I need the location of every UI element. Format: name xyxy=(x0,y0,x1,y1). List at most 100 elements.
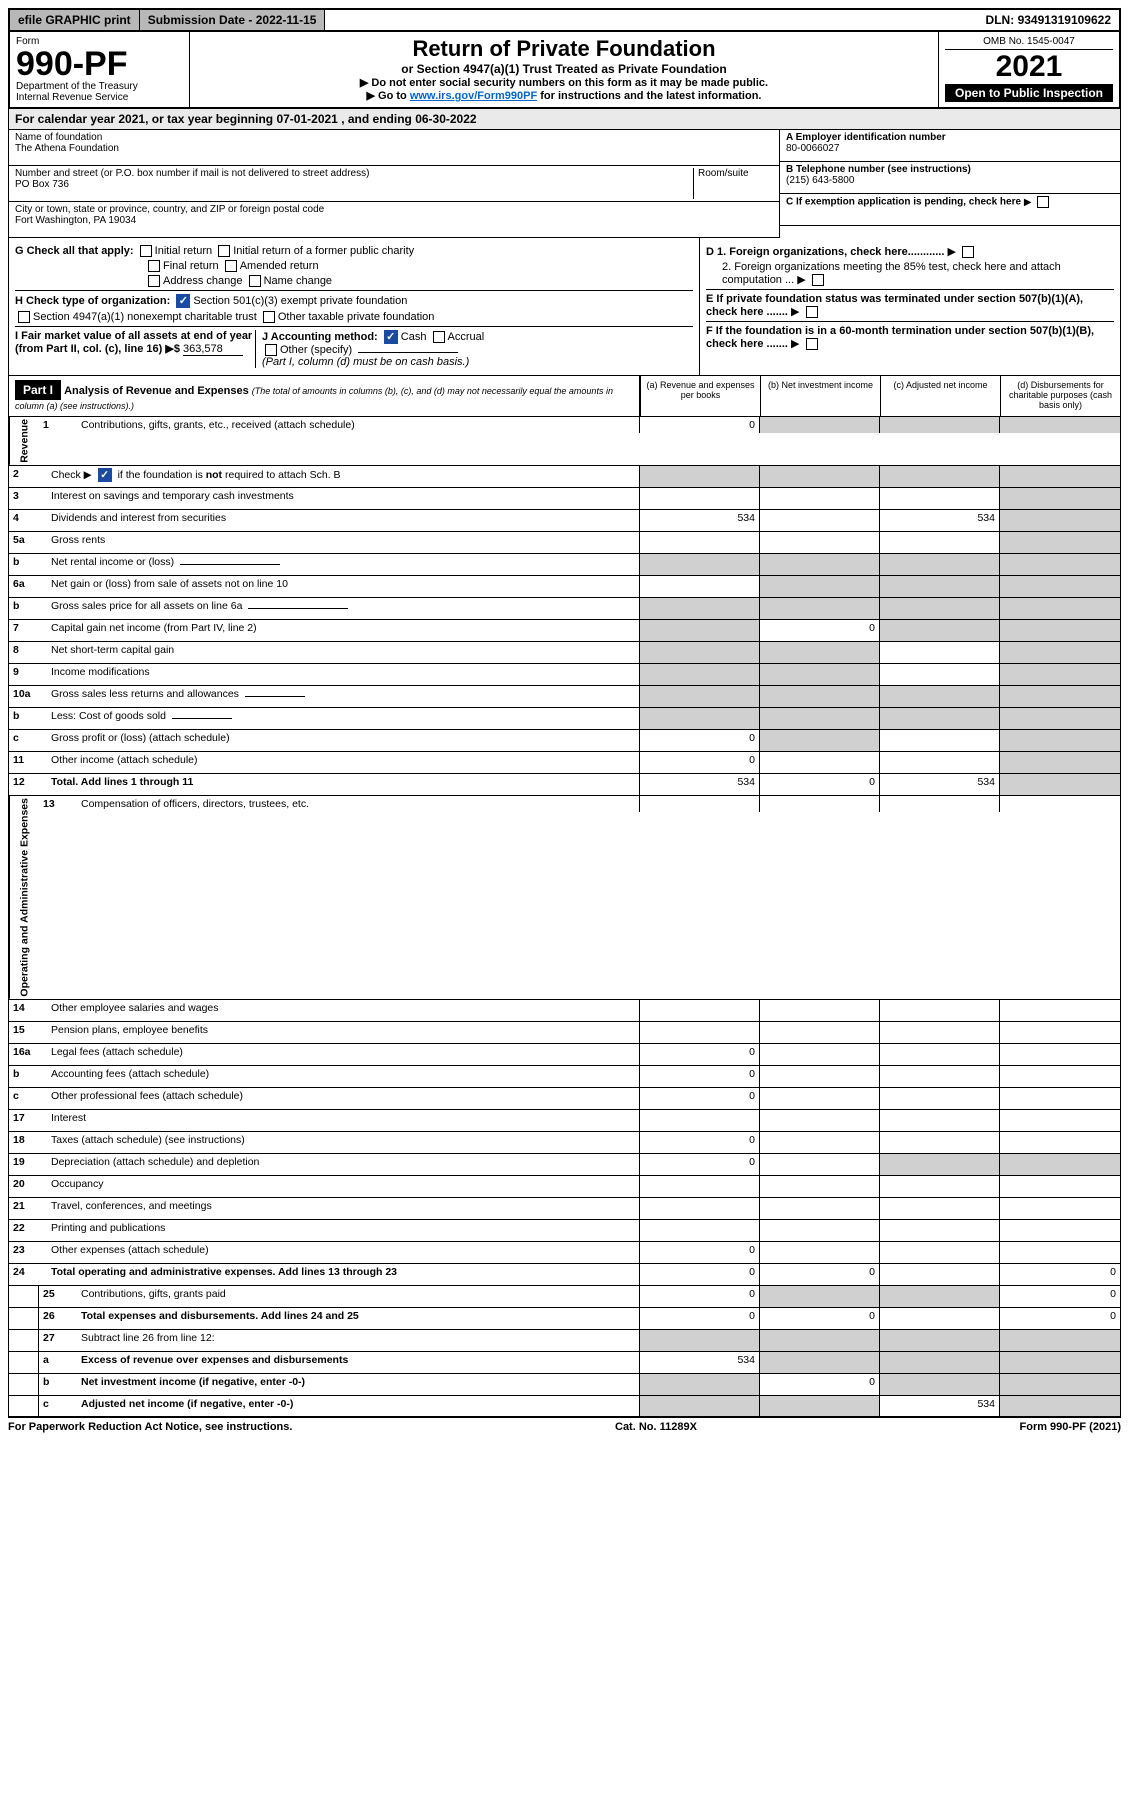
h-label: H Check type of organization: xyxy=(15,295,170,307)
page-footer: For Paperwork Reduction Act Notice, see … xyxy=(8,1418,1121,1436)
part1-header: Part I Analysis of Revenue and Expenses … xyxy=(8,376,1121,417)
cell: 0 xyxy=(640,1242,760,1263)
dept-treasury: Department of the Treasury xyxy=(16,81,183,92)
name-change-checkbox[interactable] xyxy=(249,275,261,287)
schb-checkbox[interactable]: ✓ xyxy=(98,468,112,482)
cell: 0 xyxy=(760,1374,880,1395)
line-num: 15 xyxy=(9,1022,47,1043)
address-value: PO Box 736 xyxy=(15,179,693,190)
name-label: Name of foundation xyxy=(15,132,773,143)
accrual-checkbox[interactable] xyxy=(433,331,445,343)
cell: 0 xyxy=(760,620,880,641)
line-desc: Other employee salaries and wages xyxy=(47,1000,640,1021)
entity-info: Name of foundation The Athena Foundation… xyxy=(8,130,1121,238)
topbar: efile GRAPHIC print Submission Date - 20… xyxy=(8,8,1121,32)
dln: DLN: 93491319109622 xyxy=(978,10,1119,30)
submission-date-value: 2022-11-15 xyxy=(256,13,317,27)
line-num: c xyxy=(9,730,47,751)
form-title: Return of Private Foundation xyxy=(196,36,932,62)
instructions-link[interactable]: www.irs.gov/Form990PF xyxy=(410,90,537,102)
line-num: 16a xyxy=(9,1044,47,1065)
initial-former-checkbox[interactable] xyxy=(218,245,230,257)
line-desc: Depreciation (attach schedule) and deple… xyxy=(47,1154,640,1175)
submission-date: Submission Date - 2022-11-15 xyxy=(140,10,326,30)
line-num: 24 xyxy=(9,1264,47,1285)
line-num: 2 xyxy=(9,466,47,487)
j-label: J Accounting method: xyxy=(262,331,378,343)
phone-label: B Telephone number (see instructions) xyxy=(786,164,1114,175)
line-num: b xyxy=(9,1066,47,1087)
cell: 0 xyxy=(640,752,760,773)
line-desc: Adjusted net income (if negative, enter … xyxy=(77,1396,640,1416)
cell: 0 xyxy=(1000,1286,1120,1307)
g-opt-3: Amended return xyxy=(240,260,319,272)
cell: 534 xyxy=(640,510,760,531)
g-opt-5: Name change xyxy=(264,275,333,287)
ein-label: A Employer identification number xyxy=(786,132,1114,143)
501c3-checkbox[interactable]: ✓ xyxy=(176,294,190,308)
col-b-header: (b) Net investment income xyxy=(760,376,880,416)
line-num: 4 xyxy=(9,510,47,531)
line-num: 3 xyxy=(9,488,47,509)
exemption-checkbox[interactable] xyxy=(1037,196,1049,208)
cell: 0 xyxy=(760,1308,880,1329)
line-desc: Contributions, gifts, grants, etc., rece… xyxy=(77,417,640,433)
line-num: 26 xyxy=(39,1308,77,1329)
initial-return-checkbox[interactable] xyxy=(140,245,152,257)
e-checkbox[interactable] xyxy=(806,306,818,318)
part1-label: Part I xyxy=(15,380,61,400)
line-desc: Interest on savings and temporary cash i… xyxy=(47,488,640,509)
cat-number: Cat. No. 11289X xyxy=(615,1421,697,1433)
other-method-checkbox[interactable] xyxy=(265,344,277,356)
line-desc: Net rental income or (loss) xyxy=(51,556,174,568)
d2-checkbox[interactable] xyxy=(812,274,824,286)
ein-value: 80-0066027 xyxy=(786,143,1114,154)
dln-label: DLN: xyxy=(986,13,1015,27)
line-desc: Interest xyxy=(47,1110,640,1131)
c-label: C If exemption application is pending, c… xyxy=(786,197,1021,208)
col-d-header: (d) Disbursements for charitable purpose… xyxy=(1000,376,1120,416)
line-num: 8 xyxy=(9,642,47,663)
line-num: b xyxy=(39,1374,77,1395)
cell: 0 xyxy=(640,1308,760,1329)
address-change-checkbox[interactable] xyxy=(148,275,160,287)
line-num: b xyxy=(9,708,47,729)
h2-label: Section 4947(a)(1) nonexempt charitable … xyxy=(33,311,257,323)
tax-year-end: 06-30-2022 xyxy=(415,112,476,126)
line-desc: Gross profit or (loss) (attach schedule) xyxy=(47,730,640,751)
4947a1-checkbox[interactable] xyxy=(18,311,30,323)
line-num: 7 xyxy=(9,620,47,641)
final-return-checkbox[interactable] xyxy=(148,260,160,272)
line-num: 14 xyxy=(9,1000,47,1021)
efile-print-button[interactable]: efile GRAPHIC print xyxy=(10,10,140,30)
cash-checkbox[interactable]: ✓ xyxy=(384,330,398,344)
line-desc: Income modifications xyxy=(47,664,640,685)
line-num: 25 xyxy=(39,1286,77,1307)
address-label: Number and street (or P.O. box number if… xyxy=(15,168,693,179)
d1-checkbox[interactable] xyxy=(962,246,974,258)
line-desc: Net gain or (loss) from sale of assets n… xyxy=(47,576,640,597)
line-desc: Taxes (attach schedule) (see instruction… xyxy=(47,1132,640,1153)
line-desc: Compensation of officers, directors, tru… xyxy=(77,796,640,812)
line-desc: Accounting fees (attach schedule) xyxy=(47,1066,640,1087)
line-num: 18 xyxy=(9,1132,47,1153)
cell: 0 xyxy=(760,774,880,795)
line-desc: Total expenses and disbursements. Add li… xyxy=(77,1308,640,1329)
line-desc: Legal fees (attach schedule) xyxy=(47,1044,640,1065)
f-label: F If the foundation is in a 60-month ter… xyxy=(706,325,1094,350)
phone-value: (215) 643-5800 xyxy=(786,175,1114,186)
form-header: Form 990-PF Department of the Treasury I… xyxy=(8,32,1121,109)
cell: 0 xyxy=(760,1264,880,1285)
j-accrual: Accrual xyxy=(448,331,485,343)
f-checkbox[interactable] xyxy=(806,338,818,350)
line-desc: Occupancy xyxy=(47,1176,640,1197)
fmv-value: 363,578 xyxy=(183,343,243,356)
h3-label: Other taxable private foundation xyxy=(278,311,435,323)
amended-return-checkbox[interactable] xyxy=(225,260,237,272)
goto-suffix: for instructions and the latest informat… xyxy=(540,90,761,102)
other-taxable-checkbox[interactable] xyxy=(263,311,275,323)
goto-prefix: ▶ Go to xyxy=(367,90,410,102)
g-label: G Check all that apply: xyxy=(15,245,134,257)
line-num: 13 xyxy=(39,796,77,812)
cell: 0 xyxy=(1000,1264,1120,1285)
